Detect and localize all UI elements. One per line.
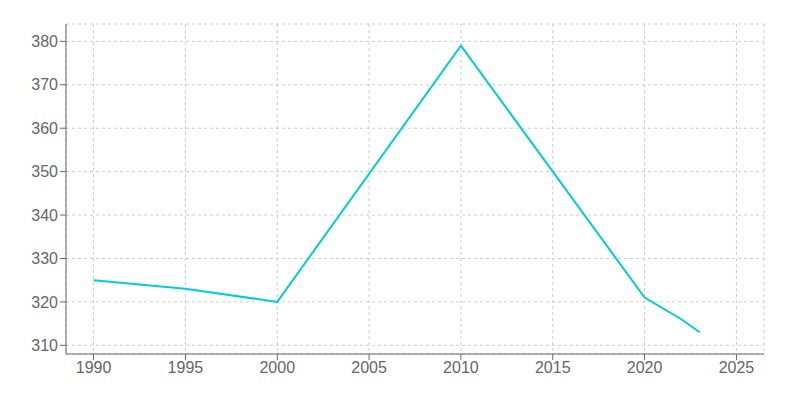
svg-text:1995: 1995 [168,359,204,376]
svg-text:350: 350 [31,163,58,180]
svg-text:320: 320 [31,294,58,311]
svg-text:2025: 2025 [719,359,755,376]
svg-text:1990: 1990 [76,359,112,376]
svg-text:380: 380 [31,33,58,50]
svg-text:330: 330 [31,250,58,267]
svg-text:340: 340 [31,207,58,224]
svg-text:360: 360 [31,120,58,137]
svg-text:370: 370 [31,76,58,93]
svg-text:2010: 2010 [443,359,479,376]
svg-text:2000: 2000 [259,359,295,376]
svg-text:2005: 2005 [351,359,387,376]
svg-text:310: 310 [31,337,58,354]
svg-text:2020: 2020 [627,359,663,376]
svg-text:2015: 2015 [535,359,571,376]
